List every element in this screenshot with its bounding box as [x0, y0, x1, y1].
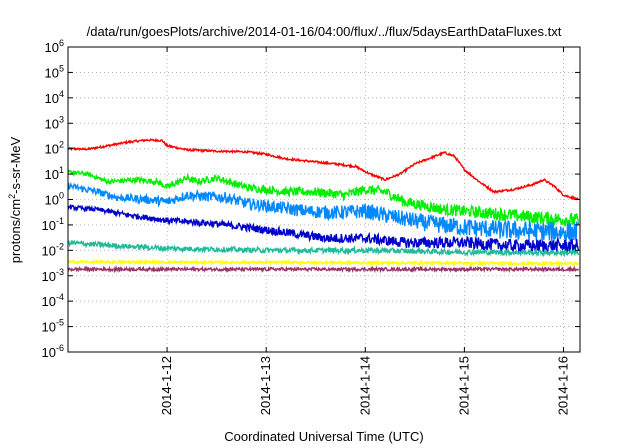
- series-line: [67, 181, 579, 243]
- y-tick-exp: 6: [59, 38, 64, 48]
- y-tick-exp: 4: [59, 89, 64, 99]
- y-tick-exp: 0: [59, 191, 64, 201]
- y-tick-exp: -5: [56, 318, 64, 328]
- y-tick-label: 10-3: [42, 267, 64, 284]
- y-tick-base: 10: [45, 142, 59, 157]
- y-tick-labels: 10610510410310210110010-110-210-310-410-…: [42, 38, 580, 360]
- y-tick-exp: -1: [56, 216, 64, 226]
- y-tick-label: 10-4: [42, 292, 64, 309]
- y-tick-label: 102: [45, 140, 64, 157]
- y-tick-base: 10: [42, 320, 56, 335]
- x-axis-label: Coordinated Universal Time (UTC): [224, 429, 423, 444]
- y-tick-label: 104: [45, 89, 64, 106]
- x-tick-label: 2014-1-12: [159, 356, 174, 415]
- y-tick-exp: -3: [56, 267, 64, 277]
- y-tick-label: 100: [45, 191, 64, 208]
- y-tick-label: 10-5: [42, 318, 64, 335]
- y-tick-exp: -2: [56, 241, 64, 251]
- x-tick-label: 2014-1-15: [456, 356, 471, 415]
- y-axis-label-rest: -s-sr-MeV: [8, 136, 23, 193]
- y-tick-label: 101: [45, 165, 64, 182]
- y-tick-exp: 2: [59, 140, 64, 150]
- series-group: [67, 137, 580, 274]
- y-tick-base: 10: [45, 91, 59, 106]
- y-tick-base: 10: [42, 345, 56, 360]
- y-tick-label: 10-2: [42, 241, 64, 258]
- y-tick-base: 10: [42, 294, 56, 309]
- y-tick-label: 106: [45, 38, 64, 55]
- y-tick-base: 10: [45, 167, 59, 182]
- y-tick-base: 10: [45, 65, 59, 80]
- y-axis-label: protons/cm2-s-sr-MeV: [7, 136, 23, 263]
- y-tick-base: 10: [42, 269, 56, 284]
- y-tick-label: 103: [45, 114, 64, 131]
- series-line: [67, 265, 580, 274]
- series-line: [67, 203, 580, 255]
- y-tick-base: 10: [45, 193, 59, 208]
- y-tick-base: 10: [45, 116, 59, 131]
- y-tick-exp: -6: [56, 343, 64, 353]
- y-tick-label: 10-1: [42, 216, 64, 233]
- x-tick-label: 2014-1-13: [258, 356, 273, 415]
- y-tick-label: 105: [45, 63, 64, 80]
- y-tick-exp: 5: [59, 63, 64, 73]
- y-tick-exp: 3: [59, 114, 64, 124]
- y-tick-base: 10: [45, 40, 59, 55]
- chart-title: /data/run/goesPlots/archive/2014-01-16/0…: [87, 24, 562, 39]
- series-line: [67, 169, 580, 227]
- x-tick-label: 2014-1-14: [357, 356, 372, 415]
- y-axis-label-sup: 2: [7, 194, 17, 199]
- y-tick-base: 10: [42, 243, 56, 258]
- y-tick-exp: -4: [56, 292, 64, 302]
- series-line: [67, 239, 580, 258]
- y-tick-base: 10: [42, 218, 56, 233]
- x-tick-labels: 2014-1-12 2014-1-13 2014-1-14 2014-1-15 2014…: [159, 47, 570, 415]
- series-line: [67, 137, 579, 201]
- y-tick-exp: 1: [59, 165, 64, 175]
- y-axis-label-base: protons/cm: [8, 199, 23, 263]
- y-tick-label: 10-6: [42, 343, 64, 360]
- x-tick-label: 2014-1-16: [555, 356, 570, 415]
- series-line: [67, 258, 579, 268]
